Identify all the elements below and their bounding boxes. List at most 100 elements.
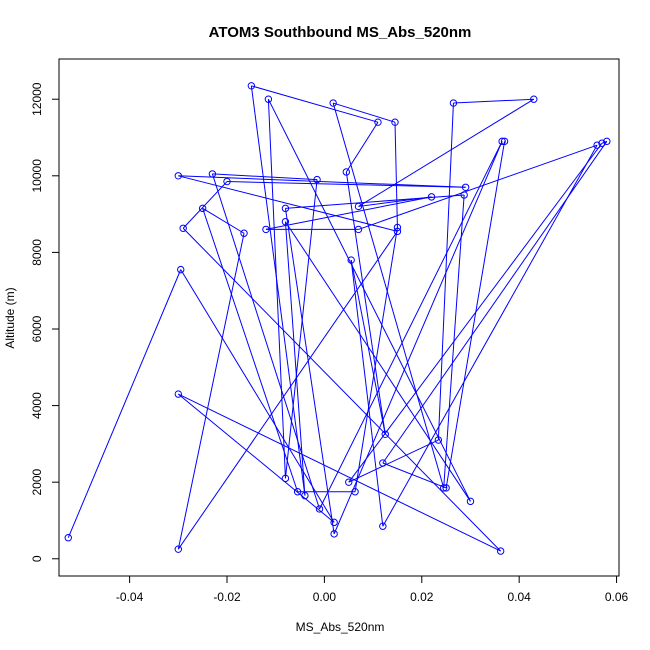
- data-point: [64, 534, 72, 542]
- data-point: [262, 225, 270, 234]
- line-segment: [333, 141, 503, 535]
- chart-title: ATOM3 Southbound MS_Abs_520nm: [209, 24, 472, 41]
- x-tick-label: 0.00: [313, 590, 337, 604]
- data-point: [434, 436, 443, 444]
- data-point: [264, 95, 273, 103]
- y-tick-label: 10000: [30, 159, 44, 193]
- line-segment: [226, 181, 466, 188]
- x-axis-label: MS_Abs_520nm: [296, 620, 385, 634]
- data-point: [329, 99, 337, 107]
- line-segment: [358, 144, 598, 230]
- line-segment: [265, 196, 432, 230]
- line-segment: [211, 173, 320, 510]
- line-segment: [178, 175, 466, 188]
- data-point: [391, 118, 399, 126]
- x-tick-label: -0.04: [116, 590, 144, 604]
- data-point: [313, 175, 321, 184]
- data-point: [177, 265, 185, 274]
- y-tick-label: 8000: [30, 239, 44, 266]
- data-point: [174, 390, 183, 398]
- data-point: [315, 505, 324, 513]
- data-point: [374, 118, 382, 126]
- line-segment: [177, 233, 245, 550]
- line-segment: [350, 259, 384, 527]
- data-point: [427, 193, 436, 201]
- line-segment: [382, 462, 447, 489]
- data-point: [466, 497, 475, 506]
- data-point: [354, 202, 363, 211]
- y-axis-label: Altitude (m): [3, 287, 17, 348]
- data-point: [345, 478, 353, 486]
- line-segment: [348, 439, 439, 483]
- y-tick-label: 0: [30, 555, 44, 562]
- line-segment: [358, 98, 535, 207]
- data-point: [330, 518, 338, 527]
- line-segment: [453, 98, 534, 104]
- line-segment: [212, 173, 318, 181]
- data-point: [347, 256, 355, 264]
- x-tick-label: 0.04: [507, 590, 531, 604]
- line-segment: [202, 207, 245, 234]
- data-point: [379, 522, 387, 530]
- data-point: [354, 225, 363, 234]
- line-segment: [333, 102, 396, 123]
- line-segment: [350, 259, 386, 435]
- data-point: [281, 474, 290, 483]
- data-point: [379, 459, 387, 467]
- plot-frame: [58, 58, 620, 577]
- line-segment: [382, 144, 598, 527]
- x-tick-label: -0.02: [213, 590, 241, 604]
- y-axis: 0 2000 4000 6000 8000 10000 12000: [30, 82, 60, 562]
- data-point: [603, 137, 611, 146]
- line-segment: [180, 269, 335, 523]
- series-lines: [67, 85, 608, 552]
- line-segment: [445, 141, 506, 489]
- data-point: [240, 229, 248, 237]
- y-tick-label: 6000: [30, 315, 44, 342]
- data-point: [223, 177, 231, 186]
- data-point: [281, 204, 290, 213]
- data-point: [198, 204, 207, 213]
- data-point: [498, 137, 506, 146]
- data-point: [179, 224, 187, 232]
- line-segment: [345, 121, 379, 173]
- data-point: [393, 227, 402, 236]
- line-segment: [267, 98, 471, 502]
- data-point: [293, 488, 302, 496]
- data-point: [593, 141, 601, 149]
- line-segment: [251, 85, 379, 123]
- data-point: [500, 137, 509, 146]
- line-segment: [285, 221, 471, 502]
- line-segment: [332, 102, 445, 489]
- data-point: [449, 99, 458, 107]
- data-point: [439, 484, 448, 492]
- line-segment: [284, 221, 306, 496]
- line-segment: [345, 171, 386, 435]
- y-tick-label: 12000: [30, 82, 44, 116]
- line-segment: [319, 141, 503, 510]
- data-point: [281, 218, 290, 226]
- y-tick-label: 4000: [30, 392, 44, 419]
- line-segment: [182, 227, 502, 552]
- x-tick-label: 0.02: [410, 590, 434, 604]
- line-segment: [394, 122, 398, 228]
- series-points: [64, 82, 611, 555]
- line-segment: [267, 99, 286, 479]
- data-point: [381, 430, 389, 439]
- x-tick-label: 0.06: [605, 590, 629, 604]
- data-point: [174, 545, 183, 553]
- data-point: [351, 488, 359, 496]
- data-point: [208, 170, 217, 178]
- data-point: [330, 530, 338, 538]
- line-segment: [202, 208, 299, 492]
- data-point: [301, 491, 309, 500]
- data-point: [342, 168, 351, 176]
- x-axis: -0.04 -0.02 0.00 0.02 0.04 0.06: [116, 575, 629, 604]
- data-point: [461, 183, 470, 191]
- data-point: [530, 95, 538, 103]
- line-segment: [67, 269, 182, 538]
- line-segment: [177, 393, 335, 523]
- line-segment: [178, 175, 398, 232]
- data-point: [174, 172, 183, 180]
